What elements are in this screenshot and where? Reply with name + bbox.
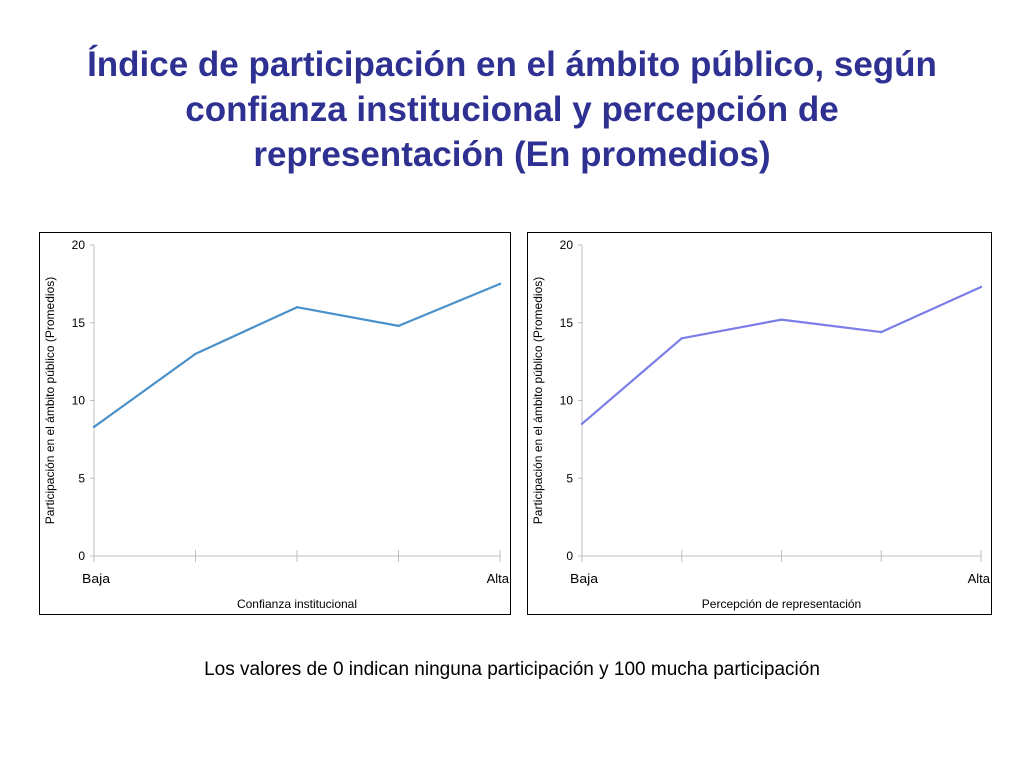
data-point xyxy=(498,282,502,286)
x-axis-title: Percepción de representación xyxy=(702,597,861,611)
chart-confianza-institucional: 0 5 10 15 20 Baja Alta Confianza institucional P… xyxy=(39,232,511,615)
x-tick-label-baja: Baja xyxy=(570,571,599,586)
y-tick-label: 10 xyxy=(560,394,574,408)
y-axis-title: Participación en el ámbito público (Prom… xyxy=(43,277,57,524)
y-tick-label: 20 xyxy=(560,238,574,252)
y-tick-label: 20 xyxy=(72,238,86,252)
y-tick-label: 10 xyxy=(72,394,86,408)
x-tick-label-alta: Alta xyxy=(487,571,510,586)
y-tick-label: 0 xyxy=(78,549,85,563)
data-point xyxy=(880,330,883,334)
chart-percepcion-representacion: 0 5 10 15 20 Baja Alta Percepción de representa… xyxy=(527,232,992,615)
x-tick-label-baja: Baja xyxy=(82,571,111,586)
x-tick-label-alta: Alta xyxy=(968,571,991,586)
chart-frame xyxy=(527,232,992,615)
chart-svg: 0 5 10 15 20 Baja Alta Percepción de representa… xyxy=(527,232,992,615)
chart-frame xyxy=(39,232,511,615)
y-axis-title: Participación en el ámbito público (Prom… xyxy=(531,277,545,524)
data-point xyxy=(397,324,400,328)
data-point xyxy=(979,285,983,289)
data-point xyxy=(680,337,683,340)
data-point xyxy=(780,318,783,321)
title-line: confianza institucional y percepción de xyxy=(185,90,839,129)
data-point xyxy=(295,306,299,309)
x-axis-title: Confianza institucional xyxy=(237,597,357,611)
title-line: Índice de participación en el ámbito púb… xyxy=(87,45,937,84)
data-point xyxy=(580,422,584,426)
chart-svg: 0 5 10 15 20 Baja Alta Confianza institucional P… xyxy=(39,232,511,615)
y-tick-label: 15 xyxy=(560,316,574,330)
data-point xyxy=(194,352,197,356)
y-tick-label: 0 xyxy=(566,549,573,563)
footnote: Los valores de 0 indican ninguna partici… xyxy=(204,659,820,680)
y-tick-label: 15 xyxy=(72,316,86,330)
y-tick-label: 5 xyxy=(566,471,573,485)
y-tick-label: 5 xyxy=(78,471,85,485)
title-line: representación (En promedios) xyxy=(253,135,771,174)
page-title: Índice de participación en el ámbito púb… xyxy=(40,42,984,177)
data-point xyxy=(92,425,96,429)
